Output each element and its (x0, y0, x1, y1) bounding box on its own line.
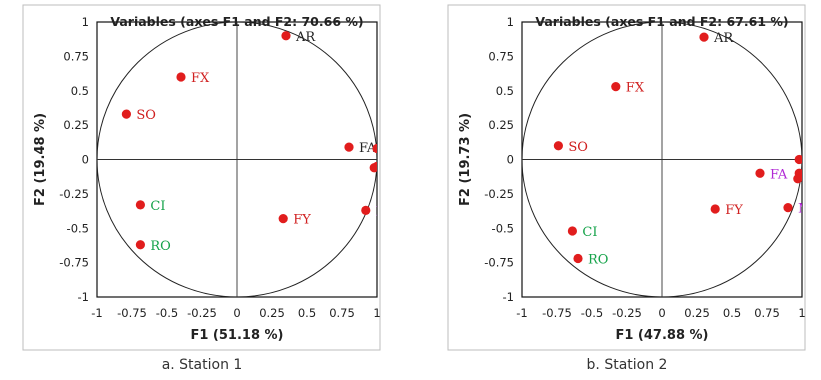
point-label: FA (770, 167, 788, 182)
data-point (281, 31, 291, 41)
chart-station-1: Variables (axes F1 and F2: 70.66 %) -1 -0.… (22, 4, 382, 351)
point-label: AR (713, 31, 734, 46)
y-tick-label: 0.5 (496, 84, 514, 98)
x-tick-label: 0.5 (298, 306, 316, 320)
y-tick-label: -0.25 (484, 187, 514, 201)
point-label: FY (293, 213, 311, 228)
point-label: CI (582, 225, 597, 240)
data-point (278, 214, 288, 224)
point-label: FY (725, 203, 743, 218)
y-tick-label: -0.5 (67, 221, 89, 235)
x-tick-label: 0.75 (754, 306, 780, 320)
x-tick-label: 0.5 (723, 306, 741, 320)
point-label: FA (359, 141, 377, 156)
data-point (369, 163, 377, 173)
data-point (361, 205, 371, 215)
point-label: AR (295, 30, 316, 45)
y-tick-label: -1 (503, 290, 514, 304)
point-label: CI (150, 199, 165, 214)
x-tick-label: -0.5 (581, 306, 603, 320)
y-tick-label: 0.75 (488, 49, 514, 63)
y-axis-label: F2 (19.48 %) (33, 113, 48, 206)
y-tick-label: -0.75 (484, 256, 514, 270)
x-tick-label: 0.75 (329, 306, 355, 320)
point-label: MF (376, 204, 382, 219)
chart-title: Variables (axes F1 and F2: 70.66 %) (110, 14, 363, 29)
y-tick-label: 0.5 (71, 84, 89, 98)
data-point (553, 141, 563, 151)
point-label: SO (568, 140, 588, 155)
y-tick-label: 1 (82, 15, 89, 29)
y-tick-label: 0 (507, 153, 514, 167)
data-point (121, 109, 131, 119)
data-point (783, 203, 793, 213)
x-tick-label: -0.25 (612, 306, 642, 320)
y-tick-label: 0.25 (488, 118, 514, 132)
chart-title: Variables (axes F1 and F2: 67.61 %) (535, 14, 788, 29)
y-tick-label: -0.5 (492, 221, 514, 235)
data-point (755, 168, 765, 178)
x-tick-label: 0 (658, 306, 665, 320)
data-point (793, 174, 802, 184)
x-tick-label: -0.75 (542, 306, 572, 320)
y-tick-label: -0.25 (59, 187, 89, 201)
x-tick-label: -1 (91, 306, 102, 320)
x-tick-label: -1 (516, 306, 527, 320)
x-tick-label: 0.25 (684, 306, 710, 320)
y-tick-label: 0 (82, 153, 89, 167)
data-point (699, 32, 709, 42)
y-tick-label: -0.75 (59, 256, 89, 270)
panel-station-1: Variables (axes F1 and F2: 70.66 %) -1 -0.… (22, 0, 382, 355)
y-tick-label: -1 (78, 290, 89, 304)
x-tick-label: 0 (233, 306, 240, 320)
x-tick-label: 0.25 (259, 306, 285, 320)
data-point (710, 204, 720, 214)
x-tick-label: -0.75 (117, 306, 147, 320)
point-label: MF (798, 202, 807, 217)
caption-station-2: b. Station 2 (586, 357, 668, 373)
point-label: RO (588, 253, 608, 268)
x-axis-label: F1 (51.18 %) (190, 328, 283, 343)
x-tick-label: -0.5 (156, 306, 178, 320)
data-point (573, 253, 583, 264)
data-point (372, 143, 377, 154)
data-point (344, 142, 354, 152)
data-point (176, 72, 186, 82)
x-tick-label: -0.25 (187, 306, 217, 320)
chart-station-2: Variables (axes F1 and F2: 67.61 %) -1 -0.… (447, 4, 807, 351)
y-tick-label: 0.75 (63, 49, 89, 63)
point-label: SO (136, 108, 156, 123)
data-point (567, 226, 577, 236)
point-label: RO (150, 239, 170, 254)
panel-station-2: Variables (axes F1 and F2: 67.61 %) -1 -0.… (447, 0, 807, 355)
data-point (135, 200, 145, 210)
y-axis-label: F2 (19.73 %) (458, 113, 473, 206)
y-tick-label: 1 (507, 15, 514, 29)
x-tick-label: 1 (373, 306, 380, 320)
data-point (135, 240, 145, 250)
point-label: FX (191, 71, 210, 86)
data-point (794, 154, 802, 165)
x-tick-label: 1 (798, 306, 805, 320)
x-axis-label: F1 (47.88 %) (615, 328, 708, 343)
point-label: FX (626, 81, 645, 96)
data-point (611, 82, 621, 92)
caption-station-1: a. Station 1 (161, 357, 243, 373)
y-tick-label: 0.25 (63, 118, 89, 132)
